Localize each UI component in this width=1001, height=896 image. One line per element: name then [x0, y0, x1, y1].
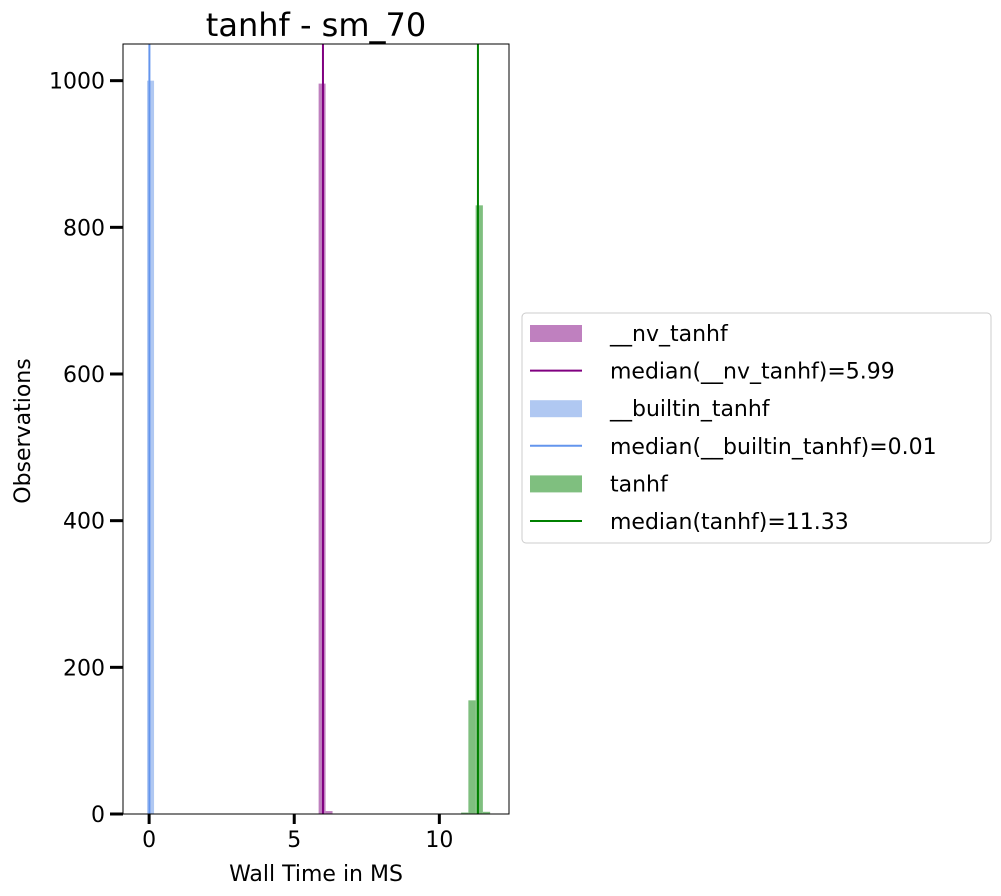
y-axis-title: Observations — [11, 358, 36, 503]
x-tick-label: 10 — [425, 828, 453, 853]
legend-label: tanhf — [610, 472, 669, 497]
median-lines — [148, 44, 479, 814]
legend-swatch — [530, 400, 582, 418]
legend-frame — [521, 312, 992, 544]
bar-nvtanhf-1 — [325, 811, 333, 814]
legend-swatch — [530, 475, 582, 493]
y-tick-label: 800 — [63, 216, 105, 241]
x-axis-title: Wall Time in MS — [229, 862, 403, 887]
bar-tanhf-0 — [461, 812, 469, 814]
y-tick-label: 200 — [63, 656, 105, 681]
bar-tanhf-1 — [468, 700, 476, 814]
legend-label: __nv_tanhf — [609, 322, 729, 347]
y-tick-label: 600 — [63, 363, 105, 388]
y-tick-label: 400 — [63, 510, 105, 535]
x-tick-label: 0 — [142, 828, 156, 853]
x-tick-label: 5 — [287, 828, 301, 853]
histogram-bars — [147, 80, 491, 815]
y-tick-label: 1000 — [49, 70, 105, 95]
y-tick-label: 0 — [91, 803, 105, 828]
legend-label: __builtin_tanhf — [609, 397, 771, 422]
bar-tanhf-2 — [475, 205, 483, 815]
legend-label: median(__builtin_tanhf)=0.01 — [610, 435, 937, 460]
plot-frame — [122, 43, 510, 815]
x-axis: 0 5 10 — [142, 814, 453, 853]
y-axis: 0 200 400 600 800 1000 — [49, 70, 123, 828]
legend-label: median(__nv_tanhf)=5.99 — [610, 360, 895, 385]
plot-area — [122, 43, 510, 815]
bar-tanhf-3 — [482, 811, 491, 814]
legend: __nv_tanhf median(__nv_tanhf)=5.99 __built… — [521, 312, 992, 544]
bar-builtintanhf-0 — [147, 80, 155, 814]
chart-title: tanhf - sm_70 — [206, 6, 426, 44]
legend-label: median(tanhf)=11.33 — [610, 510, 849, 535]
legend-swatch — [530, 325, 582, 342]
